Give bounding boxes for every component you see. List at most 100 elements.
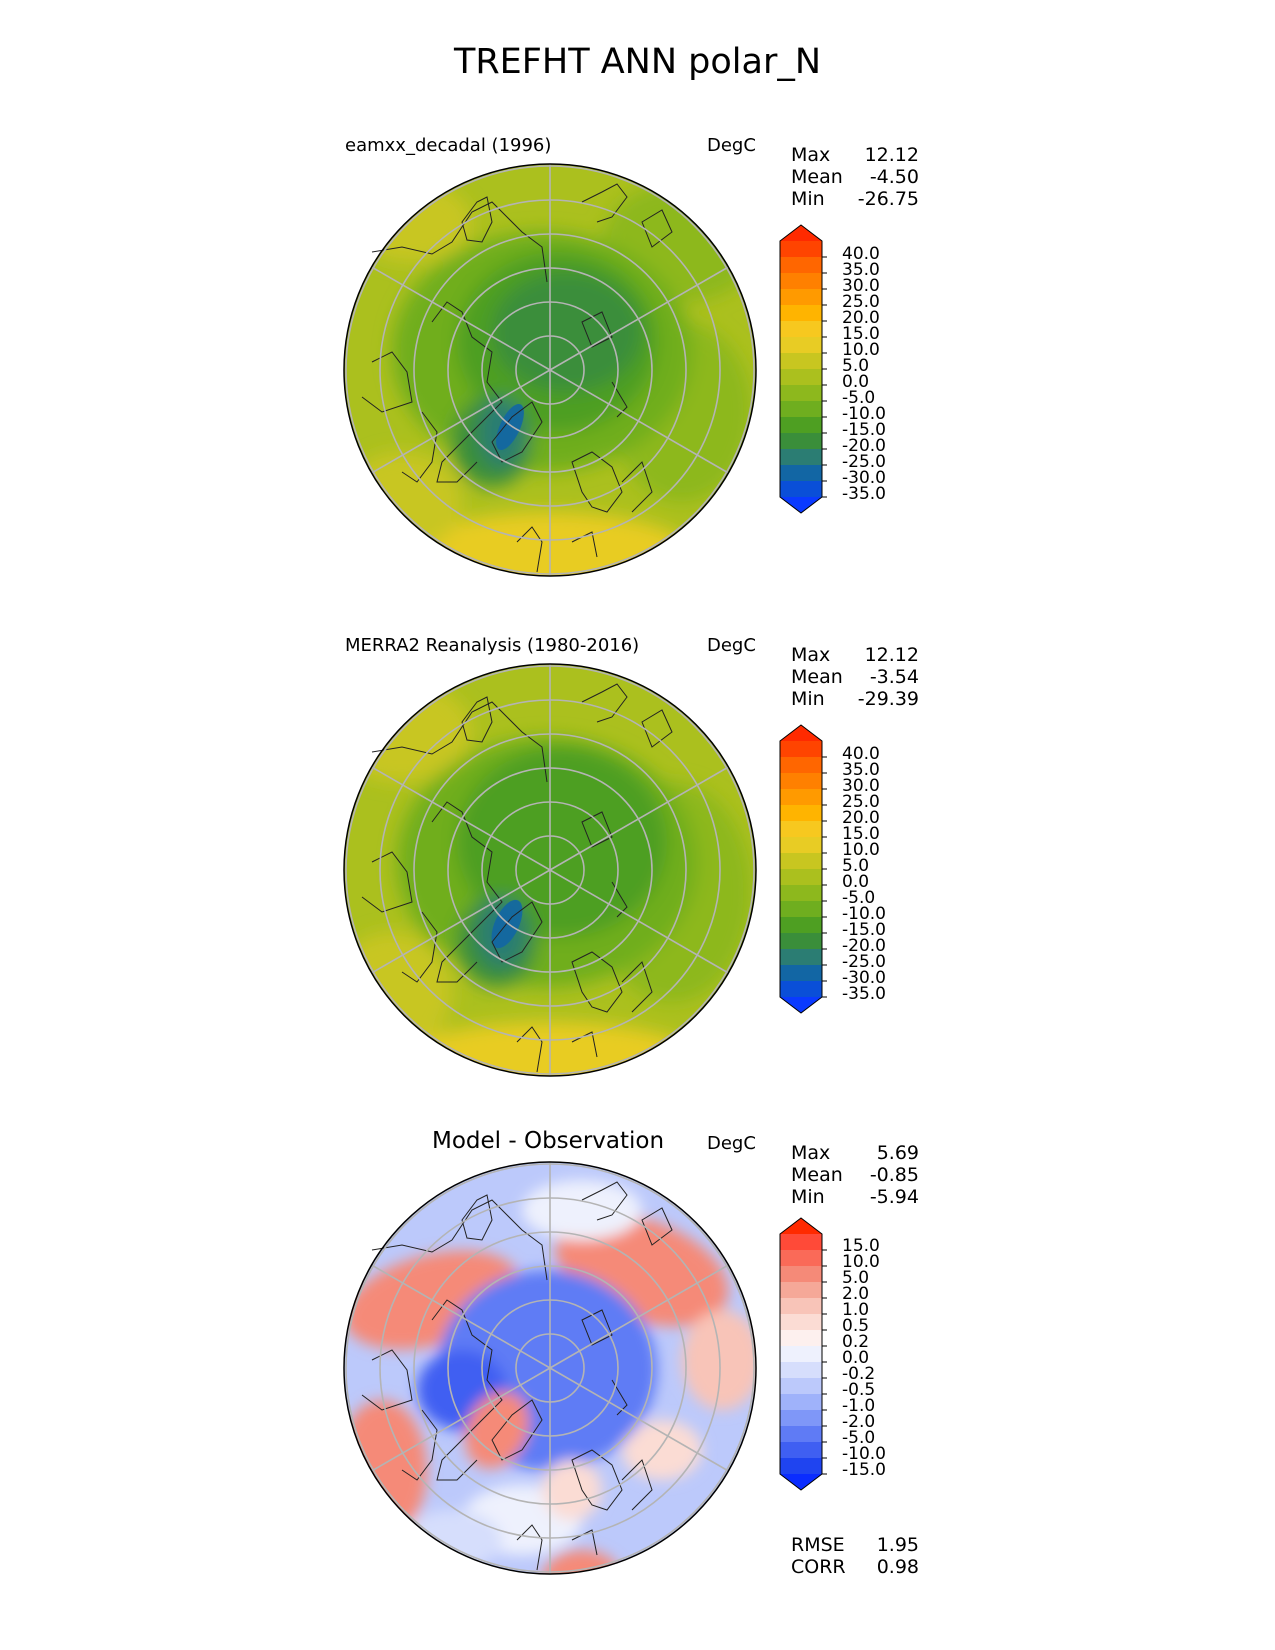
- colorbar-segment: [780, 837, 822, 854]
- colorbar: [779, 1217, 827, 1491]
- map-boundary: [343, 663, 757, 1077]
- colorbar-tick-label: 0.0: [842, 872, 870, 892]
- colorbar-tick-label: 30.0: [842, 276, 880, 296]
- colorbar-segment: [780, 449, 822, 466]
- stat-value: 12.12: [864, 644, 919, 666]
- colorbar-tick-label: 15.0: [842, 324, 880, 344]
- stat-value: -0.85: [869, 1164, 919, 1186]
- stat-value: -5.94: [869, 1186, 919, 1208]
- colorbar-segment: [780, 965, 822, 982]
- colorbar-tick-label: 10.0: [842, 1252, 880, 1272]
- stat-value: 1.95: [876, 1534, 919, 1556]
- stat-value: 5.69: [876, 1142, 919, 1164]
- colorbar-segment: [780, 853, 822, 870]
- colorbar-segment: [780, 1362, 822, 1379]
- stat-label: Min: [791, 688, 825, 710]
- stat-label: Max: [791, 144, 831, 166]
- colorbar-tick-label: 10.0: [842, 840, 880, 860]
- stats-box: Max 12.12 Mean -4.50 Min -26.75: [791, 144, 919, 210]
- colorbar-segment: [780, 1442, 822, 1459]
- colorbar-tick-label: 35.0: [842, 260, 880, 280]
- colorbar-segment: [780, 1250, 822, 1267]
- colorbar-segment: [780, 869, 822, 886]
- coastlines: [361, 1181, 673, 1571]
- colorbar-tick-label: 20.0: [842, 808, 880, 828]
- colorbar-tick-label: -35.0: [842, 484, 886, 504]
- polar-map: [343, 1161, 757, 1575]
- colorbar-segment: [780, 481, 822, 498]
- panel-title: eamxx_decadal (1996): [345, 135, 552, 156]
- colorbar-segment: [780, 901, 822, 918]
- colorbar-segment: [780, 433, 822, 450]
- stat-value: -29.39: [857, 688, 919, 710]
- colorbar-tick-label: 40.0: [842, 244, 880, 264]
- colorbar-tick-label: -5.0: [842, 888, 876, 908]
- stats-box: Max 5.69 Mean -0.85 Min -5.94: [791, 1142, 919, 1208]
- colorbar-segment: [780, 885, 822, 902]
- coastlines: [361, 183, 673, 573]
- units-label: DegC: [707, 635, 756, 656]
- colorbar-segment: [780, 917, 822, 934]
- stat-label: Mean: [791, 666, 843, 688]
- colorbar-segment: [780, 289, 822, 306]
- colorbar-segment: [780, 757, 822, 774]
- colorbar-segment: [780, 1298, 822, 1315]
- map-boundary: [343, 163, 757, 577]
- colorbar-tick-label: -1.0: [842, 1396, 876, 1416]
- colorbar-segment: [780, 1266, 822, 1283]
- colorbar-tick-label: 5.0: [842, 356, 870, 376]
- colorbar-tick-label: 0.5: [842, 1316, 870, 1336]
- colorbar-tick-label: -10.0: [842, 1444, 886, 1464]
- colorbar: [779, 724, 827, 1014]
- colorbar-tick-label: -30.0: [842, 968, 886, 988]
- colorbar-segment: [780, 321, 822, 338]
- colorbar-segment: [780, 949, 822, 966]
- colorbar-tick-label: -15.0: [842, 420, 886, 440]
- colorbar-segment: [780, 1282, 822, 1299]
- stat-label: RMSE: [791, 1534, 845, 1556]
- colorbar-tick-label: 15.0: [842, 1236, 880, 1256]
- colorbar-segment: [780, 1426, 822, 1443]
- colorbar-tick-label: 40.0: [842, 744, 880, 764]
- lat-lon-grid: [345, 164, 755, 576]
- colorbar-segment: [780, 401, 822, 418]
- colorbar-segment: [780, 337, 822, 354]
- stat-value: -3.54: [869, 666, 919, 688]
- colorbar-tick-label: 20.0: [842, 308, 880, 328]
- colorbar-tick-label: -20.0: [842, 436, 886, 456]
- colorbar-segment: [780, 1314, 822, 1331]
- stat-label: Max: [791, 644, 831, 666]
- colorbar-segment: [780, 1330, 822, 1347]
- colorbar-extend-top: [780, 725, 822, 741]
- colorbar-segment: [780, 789, 822, 806]
- colorbar-segment: [780, 369, 822, 386]
- colorbar-tick-label: 30.0: [842, 776, 880, 796]
- error-stats: RMSE 1.95 CORR 0.98: [791, 1534, 919, 1578]
- colorbar-segment: [780, 465, 822, 482]
- colorbar-tick-label: -2.0: [842, 1412, 876, 1432]
- stat-label: Min: [791, 188, 825, 210]
- colorbar-tick-label: 5.0: [842, 856, 870, 876]
- panel-test: eamxx_decadal (1996) DegC Max 12.12 Mean -…: [0, 130, 1275, 600]
- colorbar-tick-label: -25.0: [842, 952, 886, 972]
- stat-value: 0.98: [876, 1556, 919, 1578]
- stats-box: Max 12.12 Mean -3.54 Min -29.39: [791, 644, 919, 710]
- colorbar-tick-label: -20.0: [842, 936, 886, 956]
- colorbar-tick-label: -5.0: [842, 1428, 876, 1448]
- panel-reference: MERRA2 Reanalysis (1980-2016) DegC Max 12…: [0, 630, 1275, 1100]
- colorbar-segment: [780, 981, 822, 998]
- colorbar-tick-label: -0.2: [842, 1364, 876, 1384]
- colorbar-tick-label: -15.0: [842, 920, 886, 940]
- stat-label: Mean: [791, 166, 843, 188]
- colorbar: [779, 224, 827, 514]
- panel-title: MERRA2 Reanalysis (1980-2016): [345, 635, 640, 656]
- colorbar-tick-label: -10.0: [842, 904, 886, 924]
- lat-lon-grid: [345, 1162, 755, 1574]
- colorbar-tick-label: 25.0: [842, 792, 880, 812]
- colorbar-segment: [780, 241, 822, 258]
- colorbar-tick-label: 15.0: [842, 824, 880, 844]
- figure-title: TREFHT ANN polar_N: [453, 42, 822, 82]
- colorbar-labels: 40.0 35.0 30.0 25.0 20.0 15.0 10.0 5.0 0.0 -5.0 -1…: [842, 244, 886, 504]
- colorbar-tick-label: -0.5: [842, 1380, 876, 1400]
- colorbar-extend-top: [780, 225, 822, 241]
